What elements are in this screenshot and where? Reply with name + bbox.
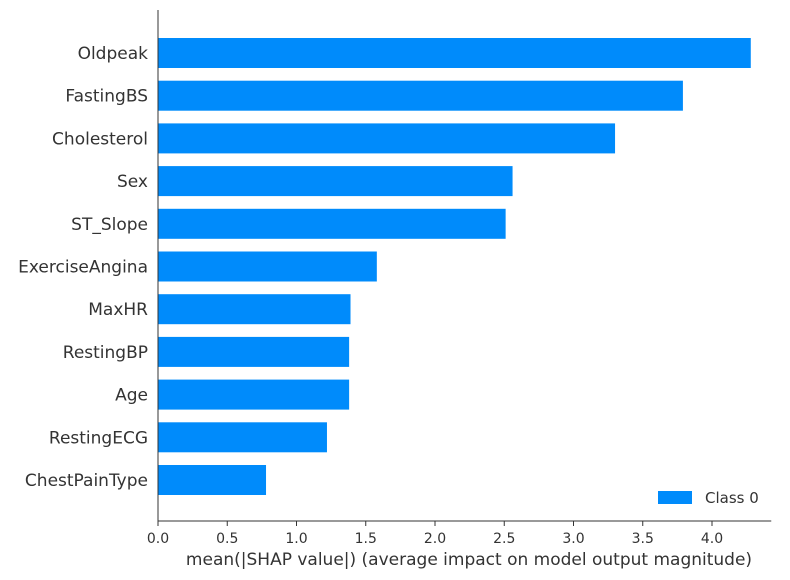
bar-st-slope [158,208,506,239]
x-tick-label: 3.5 [632,531,654,547]
x-tick-label: 3.0 [562,531,584,547]
category-label: ChestPainType [25,471,148,491]
bar-exerciseangina [158,251,377,282]
x-ticks: 0.0 0.5 1.0 1.5 2.0 2.5 3.0 3.5 4.0 [147,521,723,547]
category-label: Sex [117,172,148,192]
bar-restingbp [158,336,350,367]
category-label: RestingECG [49,428,148,448]
bar-sex [158,166,513,197]
x-tick-label: 0.5 [216,531,238,547]
x-tick-label: 4.0 [701,531,723,547]
bar-oldpeak [158,38,751,68]
bar-age [158,379,350,410]
category-labels: Oldpeak FastingBS Cholesterol Sex ST_Slope Ex… [18,44,148,491]
bar-fastingbs [158,80,683,111]
bar-chestpaintype [158,465,267,495]
legend-swatch-class-0 [658,491,692,504]
x-tick-label: 1.5 [355,531,377,547]
x-tick-label: 1.0 [285,531,307,547]
x-axis-label: mean(|SHAP value|) (average impact on mo… [186,550,752,570]
category-label: FastingBS [65,87,148,107]
legend: Class 0 [658,489,759,507]
category-label: Cholesterol [52,129,148,149]
category-label: MaxHR [88,300,148,320]
x-tick-label: 2.0 [424,531,446,547]
bars-group [158,38,751,495]
bar-maxhr [158,294,351,325]
category-label: Oldpeak [78,44,149,64]
category-label: ST_Slope [71,215,148,235]
bar-restingecg [158,422,327,453]
legend-label-class-0: Class 0 [705,489,759,507]
category-label: ExerciseAngina [18,258,148,278]
category-label: RestingBP [63,343,148,363]
category-label: Age [115,386,148,406]
x-tick-label: 2.5 [493,531,515,547]
x-tick-label: 0.0 [147,531,169,547]
bar-cholesterol [158,123,616,154]
